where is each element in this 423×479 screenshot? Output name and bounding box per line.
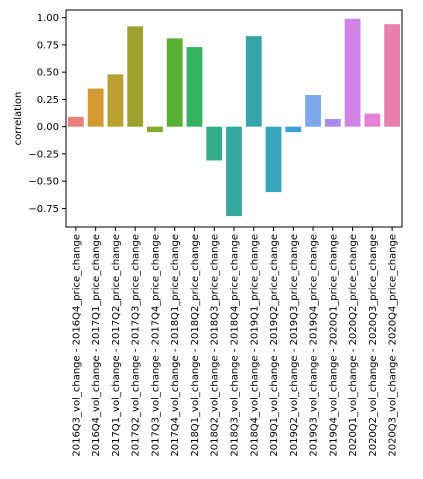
bar-8 [206, 126, 223, 161]
y-tick-label: 0.50 [37, 68, 59, 79]
bar-7 [186, 47, 203, 127]
bar-15 [344, 18, 361, 127]
y-tick-label: 0.25 [37, 95, 59, 106]
y-axis-label: correlation [13, 92, 24, 146]
y-tick-label: 0.00 [37, 122, 59, 133]
x-tick-label: 2019Q4_vol_change - 2020Q1_price_change [328, 234, 339, 457]
x-tick-label: 2016Q3_vol_change - 2016Q4_price_change [71, 234, 82, 457]
bar-12 [285, 126, 302, 133]
x-tick-label: 2020Q2_vol_change - 2020Q3_price_change [368, 234, 379, 457]
x-tick-label: 2020Q1_vol_change - 2020Q2_price_change [348, 234, 359, 457]
x-tick-label: 2017Q3_vol_change - 2017Q4_price_change [150, 234, 161, 457]
bar-6 [166, 38, 183, 127]
x-axis: 2016Q3_vol_change - 2016Q4_price_change 2… [71, 227, 399, 457]
bar-9 [226, 126, 242, 217]
y-axis: −0.75 −0.50 −0.25 0.00 0.25 0.50 0.75 1.00 [28, 13, 66, 215]
x-tick-label: 2016Q4_vol_change - 2017Q1_price_change [91, 234, 102, 457]
y-tick-label: 0.75 [37, 40, 59, 51]
bar-3 [107, 74, 124, 127]
x-tick-label: 2018Q3_vol_change - 2018Q4_price_change [230, 234, 241, 457]
bar-11 [265, 126, 282, 193]
x-tick-label: 2017Q2_vol_change - 2017Q3_price_change [131, 234, 142, 457]
y-tick-label: 1.00 [37, 13, 59, 24]
x-tick-label: 2018Q2_vol_change - 2018Q3_price_change [210, 234, 221, 457]
y-tick-label: −0.75 [28, 204, 59, 215]
x-tick-label: 2019Q2_vol_change - 2019Q3_price_change [289, 234, 300, 457]
x-tick-label: 2017Q4_vol_change - 2018Q1_price_change [170, 234, 181, 457]
bars-group [67, 18, 401, 217]
bar-13 [305, 95, 321, 127]
bar-16 [364, 113, 381, 127]
bar-14 [324, 119, 341, 127]
x-tick-label: 2017Q1_vol_change - 2017Q2_price_change [111, 234, 122, 457]
bar-17 [384, 24, 401, 127]
bar-10 [245, 36, 262, 127]
y-tick-label: −0.50 [28, 177, 59, 188]
x-tick-label: 2020Q3_vol_change - 2020Q4_price_change [388, 234, 399, 457]
bar-2 [87, 88, 104, 127]
plot-frame [65, 9, 403, 228]
x-tick-label: 2018Q4_vol_change - 2019Q1_price_change [249, 234, 260, 457]
y-tick-label: −0.25 [28, 149, 59, 160]
x-tick-label: 2019Q1_vol_change - 2019Q2_price_change [269, 234, 280, 457]
bar-5 [147, 126, 163, 133]
x-tick-label: 2018Q1_vol_change - 2018Q2_price_change [190, 234, 201, 457]
x-tick-label: 2019Q3_vol_change - 2019Q4_price_change [309, 234, 320, 457]
bar-4 [127, 26, 144, 127]
bar-1 [67, 116, 84, 127]
